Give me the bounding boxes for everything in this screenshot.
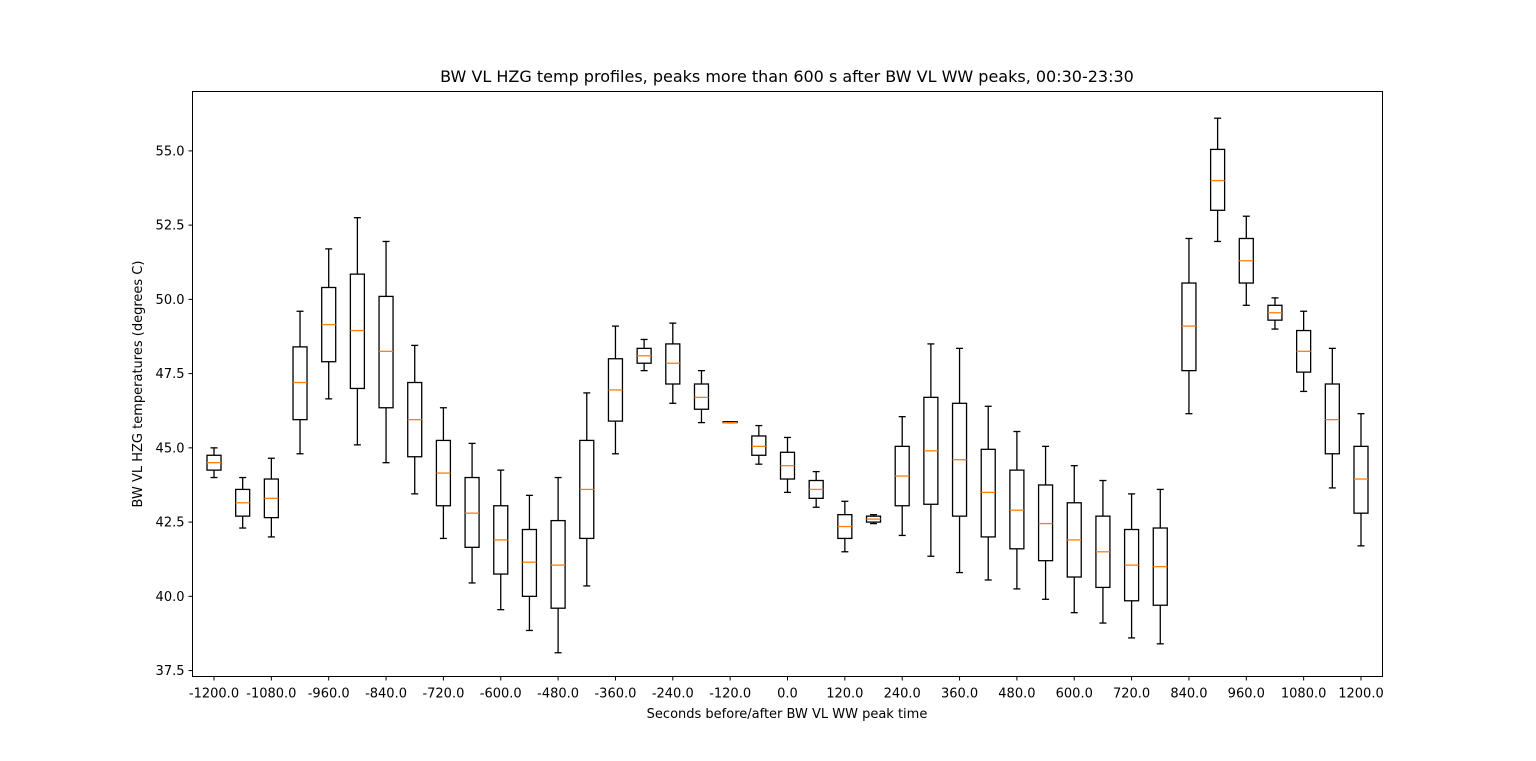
box-360 [951, 347, 968, 574]
iqr-box [550, 519, 566, 609]
x-tick-label: 1080.0 [1281, 687, 1327, 702]
y-axis-label: BW VL HZG temperatures (degrees C) [131, 261, 146, 508]
y-axis: 37.5 40.0 42.5 45.0 47.5 50.0 52.5 55.0 [156, 144, 193, 679]
x-tick-label: 840.0 [1170, 687, 1207, 702]
box--660 [464, 442, 480, 584]
iqr-box [1353, 445, 1369, 514]
box--780 [407, 344, 423, 495]
y-tick-label: 50.0 [156, 293, 185, 308]
box--1140 [235, 476, 251, 529]
box-600 [1066, 465, 1082, 614]
iqr-box [1181, 282, 1197, 372]
box-0 [779, 436, 796, 494]
box--300 [636, 338, 652, 372]
x-tick-label: 960.0 [1228, 687, 1265, 702]
y-tick-label: 40.0 [156, 590, 185, 605]
x-tick-label: 120.0 [826, 687, 863, 702]
x-tick-label: 1200.0 [1338, 687, 1384, 702]
iqr-box [693, 383, 710, 410]
box-60 [808, 470, 824, 508]
box-420 [980, 405, 996, 581]
box-1080 [1295, 310, 1312, 393]
iqr-box [1209, 148, 1226, 211]
box--1020 [292, 310, 308, 455]
iqr-box [980, 448, 996, 538]
x-tick-label: 480.0 [998, 687, 1035, 702]
x-tick-label: -600.0 [480, 687, 522, 702]
box--240 [665, 322, 681, 404]
box-1020 [1267, 297, 1283, 330]
y-tick-label: 37.5 [156, 664, 185, 679]
x-tick-label: -840.0 [365, 687, 407, 702]
box-540 [1037, 445, 1054, 600]
iqr-box [292, 346, 308, 421]
box--360 [607, 325, 624, 455]
x-tick-label: -960.0 [308, 687, 350, 702]
box-120 [837, 500, 853, 553]
box-780 [1152, 488, 1168, 645]
box--420 [579, 392, 595, 587]
iqr-box [378, 295, 394, 409]
box-960 [1238, 215, 1254, 306]
box--840 [378, 240, 394, 464]
box--180 [693, 369, 710, 424]
x-tick-label: 720.0 [1113, 687, 1150, 702]
box-1140 [1324, 347, 1340, 489]
iqr-box [464, 476, 480, 548]
box--60 [751, 424, 767, 465]
x-tick-label: 240.0 [884, 687, 921, 702]
box-720 [1123, 493, 1140, 639]
plot-area [206, 117, 1369, 654]
box--960 [321, 248, 337, 400]
iqr-box [349, 273, 366, 390]
box-300 [923, 343, 939, 557]
box--720 [435, 407, 452, 540]
y-tick-label: 45.0 [156, 441, 185, 456]
box--120 [722, 421, 738, 424]
box-480 [1009, 430, 1025, 590]
y-tick-label: 55.0 [156, 144, 185, 159]
box--600 [493, 469, 509, 611]
y-tick-label: 47.5 [156, 367, 185, 382]
iqr-box [1324, 383, 1340, 455]
x-tick-label: 600.0 [1056, 687, 1093, 702]
box-900 [1209, 117, 1226, 243]
x-tick-label: -720.0 [422, 687, 464, 702]
box-180 [865, 514, 882, 525]
box--480 [550, 476, 566, 654]
x-tick-label: -240.0 [652, 687, 694, 702]
axes-frame [192, 91, 1383, 677]
box-660 [1095, 479, 1111, 624]
x-tick-label: -360.0 [594, 687, 636, 702]
iqr-box [751, 435, 767, 456]
x-axis: -1200.0 -1080.0 -960.0 -840.0 -720.0 -600.0 -4… [189, 676, 1384, 702]
box-1200 [1353, 413, 1369, 547]
x-axis-label: Seconds before/after BW VL WW peak time [647, 707, 928, 722]
chart-title: BW VL HZG temp profiles, peaks more than… [440, 67, 1134, 86]
y-tick-label: 52.5 [156, 219, 185, 234]
box-240 [894, 416, 910, 537]
iqr-box [665, 343, 681, 385]
box--1080 [263, 457, 280, 538]
box--540 [521, 494, 538, 632]
x-tick-label: -480.0 [537, 687, 579, 702]
x-tick-label: -1200.0 [189, 687, 239, 702]
y-tick-label: 42.5 [156, 516, 185, 531]
x-tick-label: -1080.0 [246, 687, 296, 702]
iqr-box [1037, 484, 1054, 562]
box-840 [1181, 237, 1197, 415]
box--1200 [206, 447, 222, 479]
x-tick-label: -120.0 [709, 687, 751, 702]
x-tick-label: 360.0 [941, 687, 978, 702]
x-tick-label: 0.0 [777, 687, 798, 702]
iqr-box [1009, 469, 1025, 550]
box--900 [349, 217, 366, 446]
iqr-box [521, 528, 538, 597]
